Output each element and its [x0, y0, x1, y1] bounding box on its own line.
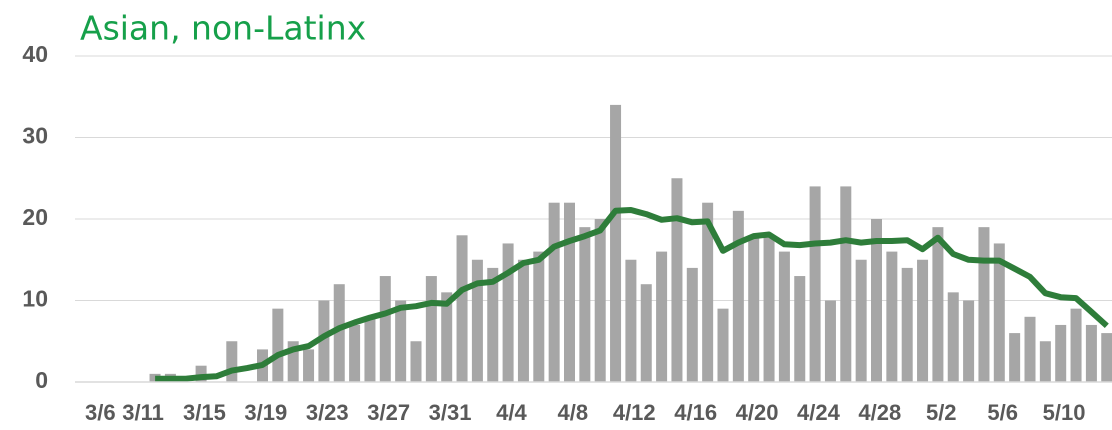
line	[155, 207, 1109, 382]
bar	[1101, 333, 1112, 382]
bar	[656, 251, 668, 382]
x-tick-label: 5/2	[926, 400, 957, 425]
bar	[303, 349, 315, 382]
bar	[517, 259, 529, 382]
bar	[625, 259, 637, 382]
x-tick-label: 3/6	[85, 400, 116, 425]
x-tick-label: 5/6	[987, 400, 1018, 425]
bar	[333, 284, 345, 382]
bar	[487, 267, 499, 382]
bar	[809, 186, 821, 382]
x-tick-label: 4/16	[674, 400, 717, 425]
bar	[671, 178, 683, 382]
bar	[886, 251, 898, 382]
bar	[1039, 341, 1051, 382]
y-tick-label: 10	[22, 286, 48, 312]
bar	[272, 308, 284, 382]
bar	[717, 308, 729, 382]
bar	[502, 243, 514, 382]
x-tick-label: 3/19	[244, 400, 287, 425]
bar	[901, 267, 913, 382]
x-tick-label: 3/23	[306, 400, 349, 425]
bar	[947, 292, 959, 382]
bar	[579, 227, 591, 382]
bar	[287, 341, 299, 382]
x-tick-label: 4/24	[797, 400, 841, 425]
bar	[441, 292, 453, 382]
y-tick-label: 40	[22, 41, 48, 67]
x-tick-label: 3/11	[122, 400, 164, 425]
y-tick-label: 20	[22, 204, 48, 230]
y-tick-label: 0	[35, 367, 48, 393]
y-tick-label: 30	[22, 123, 48, 149]
bar	[640, 284, 652, 382]
bar	[993, 243, 1005, 382]
chart-title: Asian, non-Latinx	[80, 9, 366, 48]
bar	[564, 202, 575, 382]
bar	[395, 300, 407, 382]
x-tick-label: 3/31	[429, 400, 472, 425]
bar	[840, 186, 852, 382]
bar	[917, 259, 929, 382]
bar	[1085, 324, 1097, 382]
bar	[610, 104, 622, 383]
bar	[548, 202, 560, 382]
bar	[456, 235, 468, 382]
x-tick-label: 4/20	[736, 400, 779, 425]
x-tick-label: 4/12	[613, 400, 656, 425]
bar	[748, 235, 760, 382]
bar	[410, 341, 422, 382]
bar	[932, 227, 944, 382]
bar	[1070, 308, 1082, 382]
bar	[318, 300, 330, 382]
x-tick-label: 3/15	[183, 400, 226, 425]
bar	[732, 210, 744, 382]
bar	[349, 324, 361, 382]
bar	[425, 276, 437, 382]
x-tick-label: 4/8	[558, 400, 589, 425]
bar	[364, 316, 376, 382]
bar	[1024, 316, 1036, 382]
bar	[963, 300, 975, 382]
bar	[686, 267, 698, 382]
bar	[794, 276, 806, 382]
bar	[379, 276, 391, 382]
bar	[824, 300, 836, 382]
bar	[533, 251, 545, 382]
bar	[978, 227, 990, 382]
bar	[1009, 333, 1021, 382]
bar	[871, 219, 882, 382]
bar	[226, 341, 238, 382]
bar	[763, 235, 775, 382]
x-tick-label: 3/27	[367, 400, 410, 425]
x-tick-label: 4/4	[496, 400, 527, 425]
bar	[149, 373, 161, 382]
bar	[1055, 324, 1067, 382]
x-tick-label: 5/10	[1043, 400, 1086, 425]
bar	[778, 251, 790, 382]
bar	[471, 259, 483, 382]
bar	[855, 259, 867, 382]
x-tick-label: 4/28	[858, 400, 901, 425]
bar	[594, 219, 606, 382]
bar	[195, 365, 207, 382]
bar	[702, 202, 714, 382]
